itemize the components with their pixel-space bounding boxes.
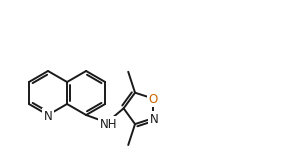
Text: N: N (44, 110, 52, 123)
Text: NH: NH (100, 118, 117, 131)
Text: N: N (150, 113, 159, 126)
Text: O: O (149, 93, 158, 106)
